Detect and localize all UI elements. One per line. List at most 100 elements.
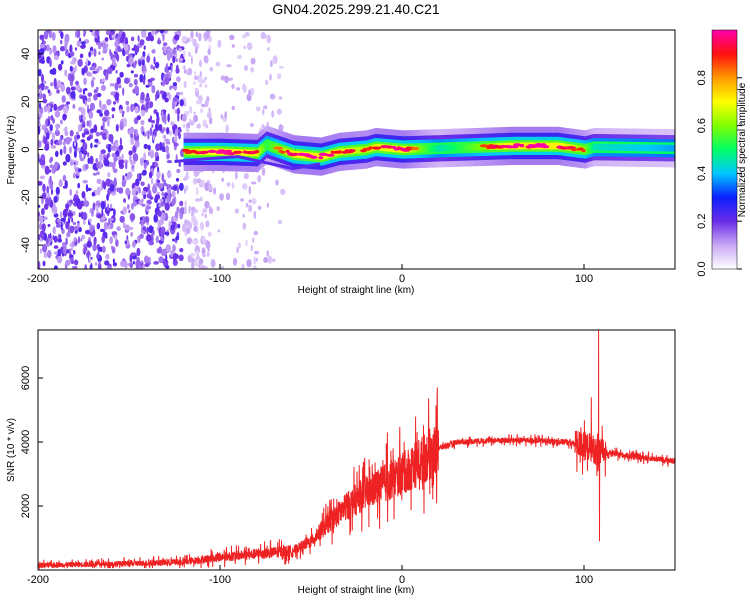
spectrogram-noise-blob: [166, 160, 173, 164]
spectrogram-noise-blob: [193, 81, 196, 85]
spectrogram-noise-blob: [46, 185, 50, 194]
spectrogram-noise-blob: [141, 230, 146, 234]
spectrogram-noise-blob: [53, 265, 58, 269]
spectrogram-noise-blob: [276, 108, 282, 115]
spectrogram-noise-blob: [70, 60, 76, 65]
spectrogram-ridge-cell: [316, 153, 319, 160]
spectrogram-noise-blob: [133, 73, 139, 78]
spectrogram-noise-blob: [109, 184, 115, 192]
spectrogram-y-tick-label: -40: [20, 237, 32, 253]
spectrogram-noise-blob: [81, 132, 86, 138]
spectrogram-noise-blob: [90, 142, 93, 149]
spectrogram-noise-blob: [143, 152, 147, 161]
spectrogram-peak: [254, 150, 260, 154]
spectrogram-noise-blob: [179, 201, 183, 206]
spectrogram-noise-blob: [53, 251, 58, 255]
spectrogram-ridge-cell: [602, 143, 605, 151]
spectrogram-noise-blob: [114, 82, 119, 91]
spectrogram-y-tick-label: 0: [20, 146, 32, 152]
spectrogram-noise-blob: [199, 84, 203, 88]
spectrogram-noise-blob: [51, 132, 56, 141]
spectrogram-noise-blob: [153, 109, 158, 115]
spectrogram-noise-blob: [94, 138, 99, 143]
spectrogram-noise-blob: [92, 70, 98, 74]
spectrogram-noise-blob: [134, 85, 140, 95]
spectrogram-ridge-cell: [281, 147, 285, 154]
spectrogram-peak: [326, 153, 335, 157]
spectrogram-noise-blob: [175, 177, 180, 182]
spectrogram-noise-blob: [101, 201, 105, 210]
spectrogram-noise-blob: [202, 253, 206, 258]
spectrogram-noise-blob: [39, 88, 42, 96]
spectrogram-noise-blob: [95, 30, 100, 36]
spectrogram-noise-blob: [157, 219, 160, 228]
spectrogram-noise-blob: [134, 106, 139, 114]
spectrogram-noise-blob: [185, 127, 190, 133]
spectrogram-ridge-cell: [418, 145, 421, 153]
spectrogram-ridge-cell: [476, 143, 479, 151]
spectrogram-ridge-cell: [667, 144, 671, 152]
spectrogram-noise-blob: [53, 196, 58, 203]
spectrogram-ridge-cell: [673, 144, 675, 152]
spectrogram-noise-blob: [253, 210, 257, 220]
spectrogram-noise-blob: [203, 55, 206, 63]
spectrogram-noise-blob: [92, 243, 97, 252]
spectrogram-noise-blob: [119, 137, 122, 146]
spectrogram-noise-blob: [173, 142, 178, 147]
spectrogram-noise-blob: [90, 128, 95, 133]
spectrogram-noise-blob: [116, 155, 122, 161]
spectrogram-noise-blob: [172, 244, 176, 253]
spectrogram-noise-blob: [151, 178, 154, 185]
spectrogram-ridge-cell: [658, 144, 661, 152]
spectrogram-noise-blob: [172, 96, 178, 102]
spectrogram-noise-blob: [257, 205, 262, 210]
spectrogram-noise-blob: [41, 223, 46, 232]
spectrogram-ridge-cell: [611, 144, 614, 151]
spectrogram-noise-blob: [200, 179, 205, 186]
spectrogram-noise-blob: [78, 114, 82, 121]
spectrogram-noise-blob: [105, 30, 110, 36]
spectrogram-noise-blob: [73, 172, 76, 179]
spectrogram-ridge-tail: [174, 155, 321, 171]
spectrogram-noise-blob: [152, 134, 156, 141]
spectrogram-ridge-cell: [272, 143, 276, 151]
spectrogram-noise-blob: [143, 161, 147, 170]
colorbar-tick-label: 0.6: [696, 118, 708, 133]
spectrogram-noise-blob: [203, 265, 208, 269]
spectrogram-noise-blob: [135, 260, 141, 269]
spectrogram-noise-blob: [42, 93, 46, 101]
spectrogram-noise-blob: [56, 80, 62, 89]
spectrogram-noise-blob: [164, 202, 170, 211]
spectrogram-noise-blob: [210, 259, 216, 268]
spectrogram-noise-blob: [64, 180, 68, 189]
spectrogram-noise-blob: [88, 110, 94, 119]
spectrogram-noise-blob: [161, 72, 164, 81]
spectrogram-noise-blob: [38, 112, 43, 119]
spectrogram-noise-blob: [79, 37, 82, 42]
spectrogram-noise-blob: [250, 244, 253, 252]
spectrogram-ridge-cell: [604, 143, 607, 151]
spectrogram-noise-blob: [109, 236, 113, 245]
spectrogram-noise-blob: [87, 97, 92, 103]
spectrogram-noise-blob: [119, 215, 125, 223]
spectrogram-ridge-cell: [660, 144, 663, 152]
spectrogram-noise-blob: [143, 64, 147, 72]
spectrogram-noise-blob: [63, 128, 68, 132]
colorbar-tick-label: 0.2: [696, 214, 708, 229]
spectrogram-noise-blob: [42, 260, 46, 267]
spectrogram-noise-blob: [47, 119, 50, 124]
spectrogram-ridge-cell: [554, 142, 558, 150]
spectrogram-noise-blob: [83, 33, 86, 37]
spectrogram-noise-blob: [38, 83, 43, 91]
spectrogram-noise-blob: [71, 260, 74, 264]
spectrogram-noise-blob: [206, 251, 210, 257]
spectrogram-noise-blob: [155, 235, 159, 243]
spectrogram-noise-blob: [207, 48, 211, 55]
spectrogram-noise-blob: [70, 86, 76, 91]
spectrogram-noise-blob: [64, 130, 69, 136]
spectrogram-noise-blob: [127, 171, 133, 179]
spectrogram-noise-blob: [150, 77, 155, 82]
spectrogram-noise-blob: [253, 256, 256, 265]
spectrogram-noise-blob: [128, 209, 131, 214]
spectrogram-noise-blob: [154, 61, 160, 69]
